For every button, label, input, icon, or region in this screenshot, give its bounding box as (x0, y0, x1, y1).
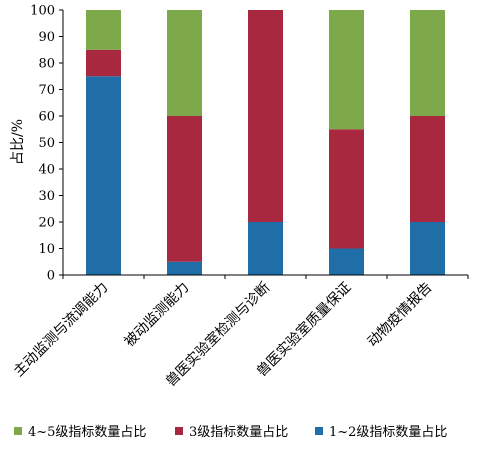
bar-segment-4-series-2 (329, 129, 364, 249)
y-tick-label: 20 (38, 216, 55, 231)
y-tick-label: 50 (38, 136, 55, 151)
x-category-label-1: 主动监测与流调能力 (11, 280, 111, 380)
bar-segment-5-series-2 (410, 116, 445, 222)
legend-swatch-3 (315, 427, 323, 435)
bar-segment-1-series-1 (86, 76, 121, 275)
bar-segment-4-series-1 (329, 248, 364, 275)
bar-segment-3-series-2 (248, 10, 283, 222)
legend-label-2: 3级指标数量占比 (189, 425, 288, 440)
bar-segment-2-series-3 (167, 10, 202, 116)
y-tick-label: 0 (47, 269, 55, 284)
y-axis: 0 10 20 30 40 50 60 70 80 90 100 (30, 4, 63, 284)
x-category-label-5: 动物疫情报告 (365, 280, 436, 351)
y-tick-label: 40 (38, 163, 55, 178)
y-axis-label: 占比/% (10, 119, 26, 165)
x-category-label-2: 被动监测能力 (122, 280, 193, 351)
y-tick-label: 10 (38, 242, 55, 257)
legend-swatch-1 (14, 427, 22, 435)
plot-area (62, 10, 468, 276)
legend-swatch-2 (175, 427, 183, 435)
y-tick-label: 30 (38, 189, 55, 204)
bar-segment-1-series-2 (86, 49, 121, 77)
bar-segment-4-series-3 (329, 10, 364, 130)
bar-segment-5-series-1 (410, 222, 445, 275)
legend-label-3: 1~2级指标数量占比 (329, 425, 447, 440)
y-tick-label: 80 (38, 57, 55, 72)
legend: 4~5级指标数量占比 3级指标数量占比 1~2级指标数量占比 (14, 425, 447, 440)
bar-segment-1-series-3 (86, 10, 121, 50)
bar-segment-2-series-2 (167, 116, 202, 262)
y-tick-label: 60 (38, 110, 55, 125)
bar-segment-5-series-3 (410, 10, 445, 116)
y-tick-label: 100 (30, 4, 55, 19)
y-tick-label: 90 (38, 30, 55, 45)
bar-segment-2-series-1 (167, 261, 202, 275)
y-tick-label: 70 (38, 83, 55, 98)
legend-label-1: 4~5级指标数量占比 (28, 425, 146, 440)
bar-segment-3-series-1 (248, 222, 283, 275)
